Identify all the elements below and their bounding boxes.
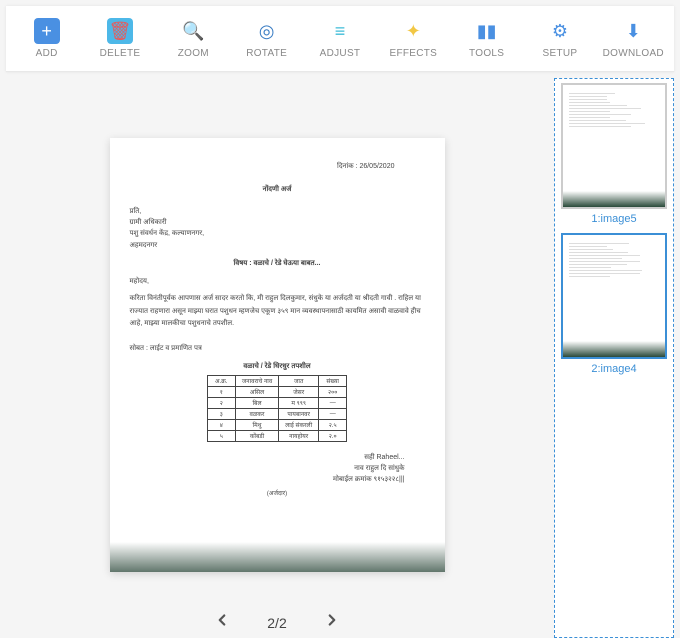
thumbnail-image (561, 83, 667, 209)
table-row: ३वळकरपायबानवर— (207, 408, 346, 419)
next-page-icon[interactable] (319, 607, 345, 638)
adjust-label: ADJUST (320, 48, 361, 59)
content-area: दिनांक : 26/05/2020 नोंदणी अर्ज प्रति, ग… (0, 78, 680, 638)
document-preview[interactable]: दिनांक : 26/05/2020 नोंदणी अर्ज प्रति, ग… (110, 138, 445, 572)
zoom-icon: 🔍 (180, 18, 206, 44)
download-label: DOWNLOAD (603, 48, 664, 59)
doc-date: दिनांक : 26/05/2020 (130, 162, 395, 171)
doc-salutation: महोदय, (130, 276, 425, 287)
table-header-cell: जात (279, 375, 319, 386)
sign-line: सही Raheel... (130, 452, 405, 463)
rotate-label: ROTATE (246, 48, 287, 59)
zoom-button[interactable]: 🔍 ZOOM (157, 14, 230, 63)
table-cell: २ (207, 397, 235, 408)
table-header-cell: अ.क्र. (207, 375, 235, 386)
main-preview-area: दिनांक : 26/05/2020 नोंदणी अर्ज प्रति, ग… (0, 78, 554, 638)
toolbar: + ADD 🗑 DELETE 🔍 ZOOM ◎ ROTATE ≡ ADJUST ✦ EFFECTS ▮▮… (6, 6, 674, 72)
zoom-label: ZOOM (178, 48, 209, 59)
doc-signature: सही Raheel... नाव राहुल दि सांधुके मोबाई… (130, 452, 405, 486)
table-cell: वळकर (235, 408, 278, 419)
doc-title: नोंदणी अर्ज (130, 185, 425, 194)
table-cell: ३ (207, 408, 235, 419)
doc-addr-line: पशु संवर्धन केंद्र, कल्याणनगर, (130, 228, 425, 239)
setup-button[interactable]: ⚙ SETUP (523, 14, 596, 63)
table-row: ५कोंबडीनायहोयर२.० (207, 430, 346, 441)
delete-label: DELETE (100, 48, 141, 59)
doc-table-title: वळाचे / रेडे धिरधुर तपशील (130, 362, 425, 371)
add-button[interactable]: + ADD (10, 14, 83, 63)
thumbnail-image (561, 233, 667, 359)
effects-icon: ✦ (400, 18, 426, 44)
thumbnail-label: 1:image5 (591, 213, 636, 225)
effects-label: EFFECTS (389, 48, 437, 59)
thumbnail-label: 2:image4 (591, 363, 636, 375)
adjust-button[interactable]: ≡ ADJUST (303, 14, 376, 63)
download-icon: ⬇ (620, 18, 646, 44)
table-cell: नायहोयर (279, 430, 319, 441)
table-cell: कोंबडी (235, 430, 278, 441)
rotate-icon: ◎ (254, 18, 280, 44)
setup-label: SETUP (543, 48, 578, 59)
doc-subject: विषय : वळाचे / रेडे घेऊया बाबत... (130, 259, 425, 268)
doc-bottom-shadow (110, 542, 445, 572)
table-cell: मिथु (235, 419, 278, 430)
tools-label: TOOLS (469, 48, 504, 59)
thumbnail-sidebar: 1:image5 2:image4 (554, 78, 674, 638)
doc-address: प्रति, ग्रामी अधिकारी पशु संवर्धन केंद्र… (130, 206, 425, 251)
table-header-cell: जनावराचे नाव (235, 375, 278, 386)
doc-footer: (अर्जदार) (130, 489, 425, 497)
sign-line: मोबाईल क्रमांक ९१५३२२८||| (130, 474, 405, 485)
table-cell: जेसर (279, 386, 319, 397)
tools-icon: ▮▮ (474, 18, 500, 44)
table-cell: ५ (207, 430, 235, 441)
table-cell: म ९९९ (279, 397, 319, 408)
table-cell: २.० (319, 430, 347, 441)
delete-icon: 🗑 (107, 18, 133, 44)
table-row: २बिलम ९९९— (207, 397, 346, 408)
pager: 2/2 (209, 607, 344, 638)
table-cell: ४ (207, 419, 235, 430)
delete-button[interactable]: 🗑 DELETE (83, 14, 156, 63)
thumbnail-item[interactable]: 2:image4 (559, 233, 669, 379)
table-cell: बिल (235, 397, 278, 408)
sign-line: नाव राहुल दि सांधुके (130, 463, 405, 474)
table-row: १असिलजेसर२०० (207, 386, 346, 397)
doc-attachment: सोबत : लाईट व प्रमाणित पत्र (130, 343, 425, 354)
doc-table: अ.क्र.जनावराचे नावजातसंख्या१असिलजेसर२००२… (207, 375, 347, 442)
table-cell: पायबानवर (279, 408, 319, 419)
table-cell: असिल (235, 386, 278, 397)
add-label: ADD (36, 48, 58, 59)
table-cell: २०० (319, 386, 347, 397)
table-row: ४मिथुलाई संकरली२.५ (207, 419, 346, 430)
table-cell: लाई संकरली (279, 419, 319, 430)
doc-addr-line: प्रति, (130, 206, 425, 217)
table-header-cell: संख्या (319, 375, 347, 386)
thumbnail-item[interactable]: 1:image5 (559, 83, 669, 229)
rotate-button[interactable]: ◎ ROTATE (230, 14, 303, 63)
prev-page-icon[interactable] (209, 607, 235, 638)
doc-addr-line: अहमदनगर (130, 240, 425, 251)
setup-icon: ⚙ (547, 18, 573, 44)
add-icon: + (34, 18, 60, 44)
tools-button[interactable]: ▮▮ TOOLS (450, 14, 523, 63)
effects-button[interactable]: ✦ EFFECTS (377, 14, 450, 63)
table-cell: २.५ (319, 419, 347, 430)
table-cell: १ (207, 386, 235, 397)
page-indicator: 2/2 (267, 615, 286, 631)
download-button[interactable]: ⬇ DOWNLOAD (597, 14, 670, 63)
doc-body: करिता विनंतीपूर्वक आपणास अर्ज सादर करतो … (130, 293, 425, 331)
adjust-icon: ≡ (327, 18, 353, 44)
doc-addr-line: ग्रामी अधिकारी (130, 217, 425, 228)
table-cell: — (319, 397, 347, 408)
table-cell: — (319, 408, 347, 419)
